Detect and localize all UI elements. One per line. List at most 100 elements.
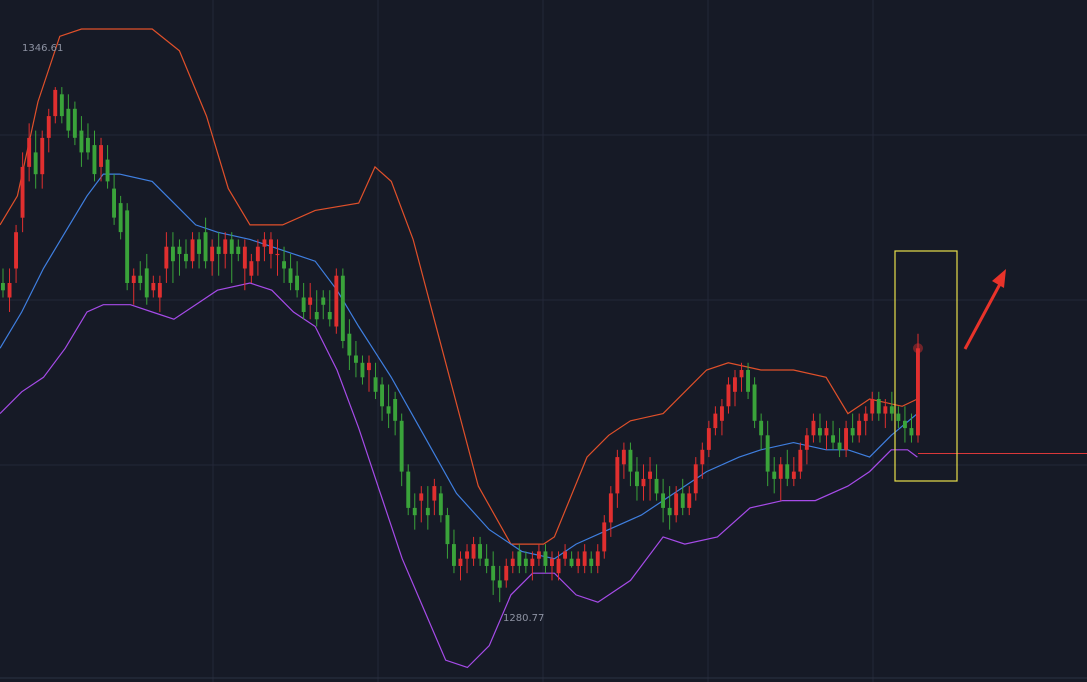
candle-body-10 [66,108,71,131]
candle-body-54 [354,355,358,363]
candle-body-3 [20,166,25,218]
candle-body-130 [850,428,855,436]
candle-body-116 [759,420,764,436]
candle-body-86 [563,551,567,559]
candle-body-102 [667,507,672,516]
last-price-glow [913,343,923,354]
candle-body-7 [46,116,51,138]
candle-body-128 [837,442,842,450]
candle-body-108 [706,428,711,450]
candle-body-100 [654,478,659,494]
candle-body-101 [661,493,665,508]
candle-body-77 [504,565,509,581]
candle-body-31 [203,232,208,262]
candle-body-80 [523,558,528,566]
candle-body-72 [471,544,476,559]
candle-body-69 [452,544,456,566]
candle-body-40 [262,239,267,247]
candle-body-137 [896,413,901,421]
candle-body-37 [242,246,247,269]
candle-body-14 [92,145,97,175]
candle-body-13 [86,137,90,153]
candle-body-1 [7,283,12,298]
candle-body-121 [791,471,796,479]
candle-body-45 [295,275,299,291]
candle-body-35 [229,239,234,254]
candle-body-134 [876,399,881,414]
candle-body-105 [687,493,692,508]
candle-body-16 [105,159,110,182]
candle-body-122 [798,449,803,472]
candle-body-22 [144,268,149,298]
candle-body-21 [138,275,143,283]
candle-body-58 [380,384,384,407]
candle-body-70 [458,558,463,566]
candle-body-30 [197,239,201,254]
candle-body-46 [301,297,306,312]
annotations: 1346.61 1280.77 [22,43,1087,624]
candle-body-83 [543,551,548,566]
candle-body-123 [804,435,809,450]
candle-body-119 [778,464,783,479]
candle-body-84 [550,558,554,566]
candle-body-131 [857,420,862,436]
candle-body-104 [680,493,685,508]
candle-body-50 [327,312,332,320]
candle-body-96 [628,449,633,472]
candle-body-27 [177,246,182,254]
candle-body-47 [308,297,313,305]
candle-body-81 [530,558,535,566]
candle-body-118 [772,471,777,479]
candle-body-89 [582,551,587,566]
candle-body-51 [334,275,339,327]
candle-body-73 [478,544,482,559]
highlight-box [894,250,958,482]
candle-body-115 [752,384,757,421]
candle-body-12 [79,130,84,153]
candle-body-62 [406,471,411,508]
candle-body-90 [589,558,594,566]
candle-body-139 [909,428,914,436]
candle-body-33 [216,246,221,254]
candle-body-91 [595,551,600,566]
candle-body-75 [491,565,496,581]
candle-body-79 [517,551,522,566]
candle-body-2 [14,232,18,269]
candle-body-36 [236,246,241,254]
candle-body-112 [733,377,737,392]
candle-body-114 [746,370,750,392]
candle-body-109 [713,413,718,429]
high-price-label: 1346.61 [22,43,63,54]
candle-body-117 [765,435,770,472]
candle-body-64 [419,493,424,501]
candle-body-110 [720,406,724,421]
candle-body-113 [739,370,744,378]
candle-body-99 [648,471,652,479]
candle-body-61 [399,420,404,472]
candle-body-135 [883,406,888,414]
candle-body-138 [903,420,907,429]
candle-body-26 [171,246,175,262]
candle-body-92 [602,522,607,552]
candle-body-107 [700,449,705,465]
candle-body-42 [275,253,280,256]
candle-body-85 [556,558,561,574]
candle-body-125 [818,428,822,436]
candle-body-60 [393,399,398,421]
candle-body-20 [131,275,136,283]
candle-body-25 [164,246,169,269]
candle-body-88 [576,558,581,566]
low-price-label: 1280.77 [503,613,544,624]
candle-body-38 [249,261,254,276]
candle-body-53 [347,333,352,356]
lower-band-line [0,282,918,669]
candle-body-29 [190,239,195,262]
candle-body-32 [210,246,215,262]
candle-body-15 [99,145,103,167]
candle-body-82 [537,551,541,559]
bollinger-bands [0,28,918,669]
candle-body-39 [255,246,260,262]
candle-body-63 [412,507,417,516]
candle-body-78 [510,558,515,566]
